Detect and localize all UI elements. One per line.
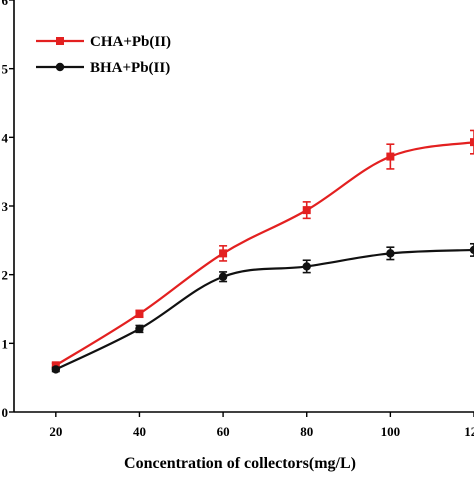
x-tick-label: 20 — [49, 424, 62, 439]
y-tick-label: 4 — [2, 130, 9, 145]
legend-item: BHA+Pb(II) — [36, 60, 170, 76]
data-point — [135, 325, 143, 333]
x-tick-label: 40 — [133, 424, 146, 439]
y-tick-label: 6 — [2, 0, 9, 8]
data-point — [386, 249, 394, 257]
series-1 — [52, 130, 474, 369]
series-line — [56, 250, 474, 369]
data-point — [52, 365, 60, 373]
y-tick-label: 5 — [2, 62, 9, 77]
x-tick-label: 80 — [300, 424, 313, 439]
legend-marker — [56, 63, 64, 71]
data-point — [135, 310, 143, 318]
data-point — [386, 153, 394, 161]
data-point — [470, 246, 474, 254]
data-point — [219, 249, 227, 257]
data-point — [303, 262, 311, 270]
series-2 — [52, 244, 474, 374]
y-tick-label: 3 — [2, 199, 9, 214]
series-line — [56, 142, 474, 365]
series-layer — [52, 130, 474, 373]
data-point — [470, 138, 474, 146]
data-point — [219, 273, 227, 281]
axes: 20 40 60 80 100 120 0 1 2 3 4 5 6 — [2, 0, 474, 439]
x-tick-label: 60 — [217, 424, 230, 439]
legend-item: CHA+Pb(II) — [36, 34, 171, 50]
y-tick-label: 2 — [2, 268, 9, 283]
legend-marker — [56, 37, 64, 45]
y-tick-label: 0 — [2, 405, 9, 420]
x-tick-label: 100 — [381, 424, 401, 439]
legend-label: BHA+Pb(II) — [90, 60, 170, 76]
y-tick-label: 1 — [2, 336, 9, 351]
x-axis-title: Concentration of collectors(mg/L) — [124, 455, 356, 472]
legend: CHA+Pb(II) BHA+Pb(II) — [36, 34, 171, 76]
x-tick-label: 120 — [464, 424, 474, 439]
data-point — [303, 206, 311, 214]
legend-label: CHA+Pb(II) — [90, 34, 171, 50]
